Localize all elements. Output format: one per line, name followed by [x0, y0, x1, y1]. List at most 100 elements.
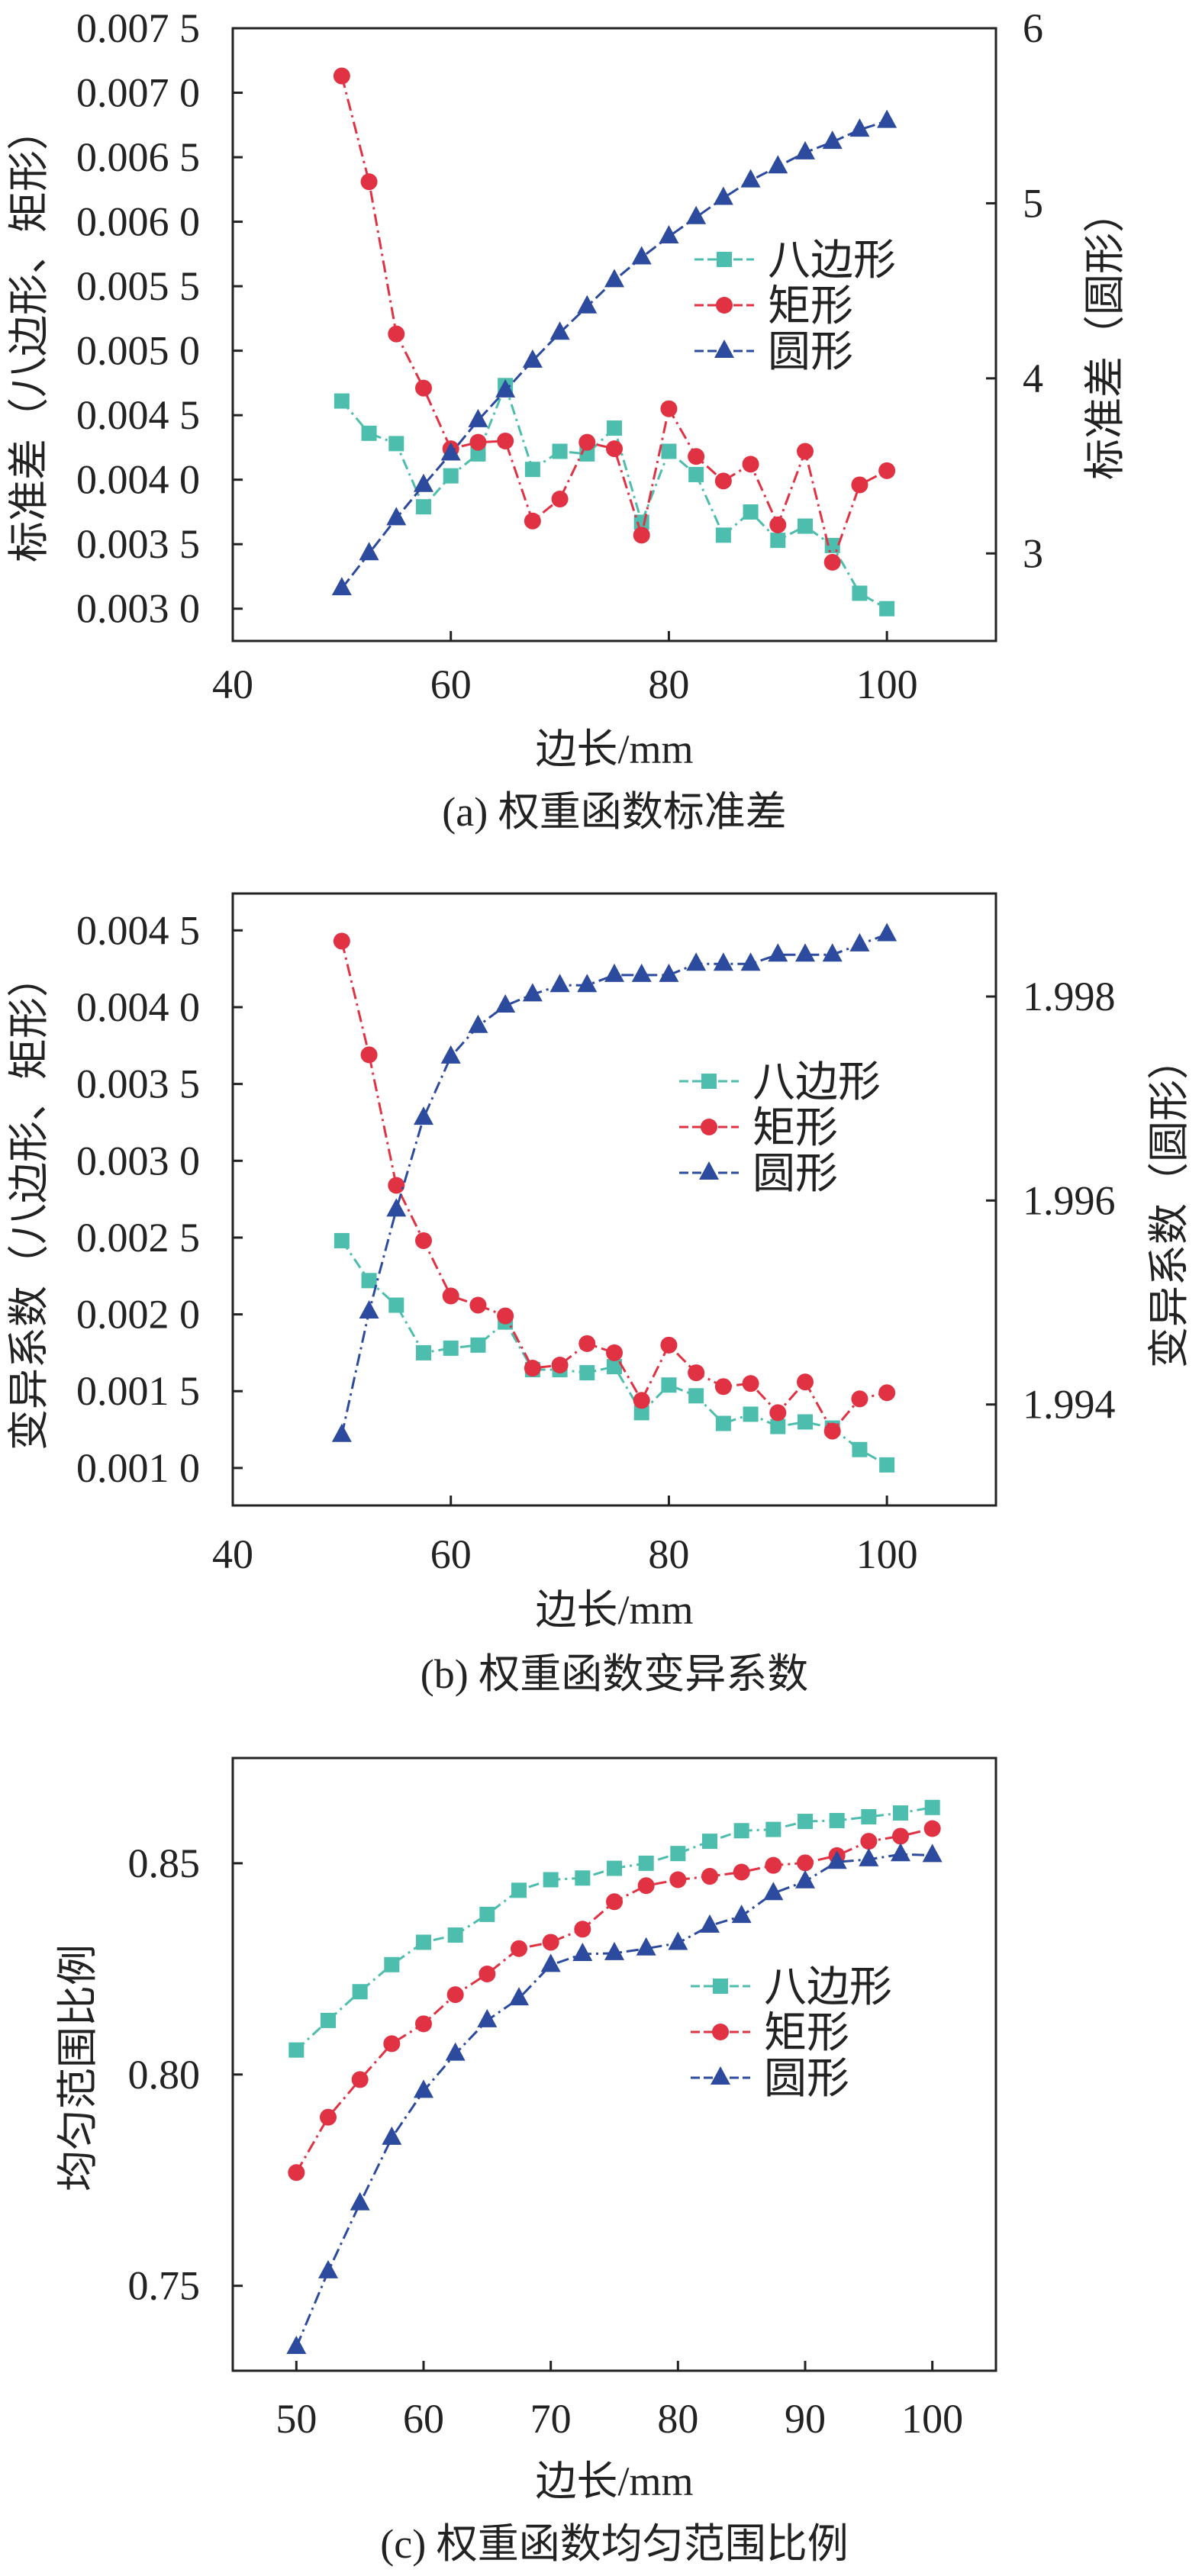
data-point: [320, 2108, 337, 2126]
legend-label: 八边形: [764, 1964, 892, 2011]
data-point: [660, 1336, 678, 1354]
series-circle: [333, 932, 896, 1440]
data-point: [497, 432, 514, 449]
data-point: [860, 1833, 878, 1850]
data-point: [334, 393, 350, 409]
data-point: [604, 963, 624, 982]
data-point: [633, 526, 650, 544]
data-point: [877, 109, 897, 128]
data-point: [661, 1377, 677, 1393]
data-point: [286, 2335, 307, 2354]
data-point: [388, 436, 404, 452]
x-tick-label: 60: [430, 1531, 472, 1577]
legend-label: 圆形: [768, 329, 853, 376]
data-point: [361, 425, 377, 441]
data-point: [479, 1965, 496, 1982]
data-point: [414, 2079, 433, 2098]
data-point: [318, 2259, 338, 2278]
y-right-tick-label: 6: [1023, 5, 1043, 51]
y-tick-label: 0.002 5: [76, 1215, 200, 1261]
data-point: [331, 1423, 352, 1442]
data-point: [714, 1378, 732, 1396]
data-point: [321, 2012, 336, 2028]
legend-item: 矩形: [679, 1105, 838, 1152]
data-point: [382, 2126, 402, 2145]
data-point: [742, 456, 759, 473]
data-point: [477, 2008, 498, 2027]
data-point: [659, 963, 679, 982]
data-point: [859, 1847, 879, 1866]
data-point: [733, 1863, 750, 1881]
data-point: [660, 400, 678, 417]
data-point: [877, 923, 897, 942]
y-tick-label: 0.007 5: [76, 5, 200, 51]
y-tick-label: 0.001 0: [76, 1445, 200, 1491]
data-point: [479, 1906, 495, 1922]
data-point: [416, 1934, 431, 1950]
data-point: [631, 246, 652, 265]
data-point: [446, 1986, 464, 2004]
legend-label: 八边形: [768, 237, 896, 285]
data-point: [797, 443, 814, 460]
data-point: [577, 974, 598, 993]
data-point: [447, 1927, 463, 1943]
data-point: [797, 1373, 814, 1391]
data-point: [769, 516, 787, 533]
data-point: [823, 1422, 841, 1440]
legend-marker: [699, 1161, 719, 1180]
data-point: [893, 1805, 908, 1821]
data-point: [350, 2191, 370, 2211]
x-tick-label: 90: [785, 2396, 826, 2442]
legend-item: 圆形: [679, 1151, 838, 1198]
chart-caption: (a) 权重函数标准差: [442, 789, 786, 835]
y-tick-label: 0.007 0: [76, 70, 200, 116]
data-point: [549, 974, 570, 993]
data-point: [661, 443, 677, 459]
data-point: [388, 1177, 405, 1194]
data-point: [631, 963, 652, 982]
data-point: [334, 1232, 350, 1248]
series-line: [295, 1806, 933, 2051]
chart-panel-0: 40 60 80 100 0.007 5 0.007 0 0.006 5 0.006 0 0.0…: [6, 5, 1128, 835]
data-point: [688, 466, 704, 482]
data-point: [822, 130, 843, 150]
data-point: [551, 1357, 569, 1374]
data-point: [415, 379, 432, 397]
data-point: [542, 1934, 559, 1951]
legend-item: 八边形: [691, 1964, 892, 2011]
x-tick-label: 100: [901, 2396, 963, 2442]
y-tick-label: 0.006 0: [76, 199, 200, 245]
data-point: [549, 321, 570, 340]
x-tick-label: 50: [276, 2396, 317, 2442]
data-point: [511, 1940, 527, 1957]
data-point: [852, 585, 868, 601]
data-point: [824, 537, 840, 553]
legend-marker: [701, 1119, 717, 1135]
x-tick-label: 70: [530, 2396, 572, 2442]
data-point: [849, 932, 870, 952]
legend-label: 矩形: [764, 2010, 849, 2057]
legend-marker: [717, 252, 732, 267]
data-point: [524, 512, 541, 530]
data-point: [606, 1893, 623, 1911]
x-axis-label: 边长/mm: [535, 1587, 693, 1633]
data-point: [765, 1856, 782, 1874]
data-point: [416, 499, 431, 515]
x-tick-label: 100: [856, 1531, 918, 1577]
data-point: [469, 1296, 487, 1314]
data-point: [740, 952, 761, 971]
data-point: [468, 408, 488, 427]
data-point: [700, 1914, 720, 1933]
data-point: [351, 2071, 369, 2088]
y-axis-label: 变异系数（八边形、矩形）: [6, 956, 52, 1451]
data-point: [731, 1905, 752, 1924]
data-point: [522, 983, 543, 1002]
data-point: [798, 518, 813, 534]
legend-marker: [711, 2066, 730, 2085]
data-point: [386, 1198, 407, 1217]
legend-marker: [713, 1979, 728, 1994]
data-point: [668, 1931, 688, 1950]
y-right-tick-label: 4: [1023, 356, 1043, 401]
data-point: [633, 1405, 649, 1421]
